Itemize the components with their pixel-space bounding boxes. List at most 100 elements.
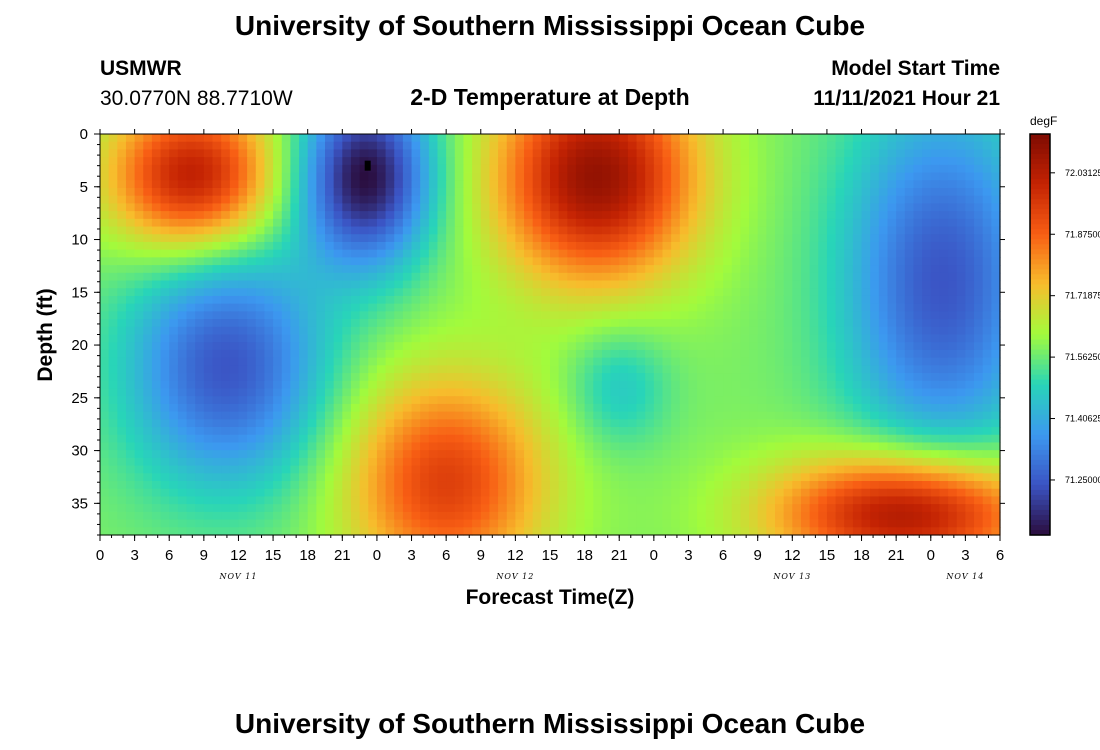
heatmap-cell	[653, 180, 664, 189]
heatmap-cell	[100, 334, 110, 343]
heatmap-cell	[463, 172, 473, 181]
heatmap-cell	[307, 342, 317, 351]
heatmap-cell	[775, 234, 785, 243]
heatmap-cell	[446, 488, 456, 498]
heatmap-cell	[229, 134, 240, 143]
heatmap-cell	[238, 241, 248, 251]
heatmap-cell	[584, 288, 594, 297]
heatmap-cell	[480, 265, 491, 274]
heatmap-cell	[134, 365, 144, 374]
heatmap-cell	[956, 272, 966, 282]
heatmap-cell	[567, 403, 577, 413]
heatmap-cell	[567, 164, 577, 174]
heatmap-cell	[221, 203, 231, 212]
heatmap-cell	[749, 450, 759, 459]
heatmap-cell	[818, 334, 828, 343]
heatmap-cell	[221, 396, 231, 405]
heatmap-cell	[826, 172, 837, 181]
heatmap-cell	[982, 226, 992, 235]
heatmap-cell	[316, 419, 326, 428]
heatmap-cell	[878, 411, 889, 420]
heatmap-cell	[273, 419, 283, 428]
heatmap-cell	[558, 319, 568, 328]
heatmap-cell	[757, 172, 767, 181]
heatmap-cell	[238, 473, 248, 482]
heatmap-cell	[143, 419, 153, 428]
heatmap-cell	[463, 334, 473, 343]
heatmap-cell	[541, 427, 551, 436]
heatmap-cell	[723, 427, 733, 436]
heatmap-cell	[723, 481, 733, 490]
heatmap-cell	[991, 450, 1001, 459]
heatmap-cell	[273, 164, 283, 174]
heatmap-cell	[394, 319, 404, 328]
heatmap-cell	[498, 234, 508, 243]
heatmap-cell	[515, 272, 525, 282]
heatmap-cell	[290, 319, 300, 328]
heatmap-cell	[809, 334, 819, 343]
heatmap-cell	[878, 272, 889, 282]
heatmap-cell	[809, 295, 819, 305]
heatmap-cell	[714, 187, 724, 197]
heatmap-cell	[705, 280, 716, 289]
heatmap-cell	[601, 465, 612, 474]
heatmap-cell	[800, 149, 811, 158]
heatmap-cell	[575, 180, 586, 189]
heatmap-cell	[316, 195, 326, 204]
heatmap-cell	[844, 241, 854, 251]
heatmap-cell	[636, 442, 646, 451]
heatmap-cell	[454, 241, 465, 251]
heatmap-cell	[532, 149, 542, 158]
heatmap-cell	[203, 403, 214, 413]
heatmap-cell	[835, 357, 845, 366]
heatmap-cell	[437, 164, 447, 174]
heatmap-cell	[809, 265, 819, 274]
heatmap-cell	[125, 357, 136, 366]
heatmap-cell	[653, 218, 664, 228]
heatmap-cell	[956, 172, 966, 181]
heatmap-cell	[904, 319, 915, 328]
heatmap-cell	[472, 141, 482, 151]
heatmap-cell	[627, 257, 638, 266]
heatmap-cell	[489, 473, 499, 482]
heatmap-cell	[809, 195, 819, 204]
heatmap-cell	[454, 157, 465, 166]
heatmap-cell	[619, 434, 629, 444]
heatmap-cell	[550, 180, 560, 189]
heatmap-cell	[463, 319, 473, 328]
heatmap-cell	[757, 349, 767, 359]
heatmap-cell	[541, 326, 551, 336]
heatmap-cell	[186, 442, 196, 451]
heatmap-cell	[299, 203, 309, 212]
heatmap-cell	[134, 442, 144, 451]
heatmap-cell	[454, 434, 465, 444]
heatmap-cell	[601, 195, 612, 204]
heatmap-cell	[731, 450, 741, 459]
heatmap-cell	[610, 134, 620, 143]
heatmap-cell	[385, 481, 395, 490]
heatmap-cell	[446, 211, 456, 220]
heatmap-cell	[532, 172, 542, 181]
heatmap-cell	[930, 434, 941, 444]
heatmap-cell	[368, 303, 378, 312]
heatmap-cell	[991, 403, 1001, 413]
heatmap-cell	[177, 180, 188, 189]
heatmap-cell	[463, 203, 473, 212]
heatmap-cell	[160, 311, 170, 320]
heatmap-cell	[402, 403, 413, 413]
heatmap-cell	[965, 311, 975, 320]
heatmap-cell	[575, 141, 586, 151]
heatmap-cell	[870, 342, 880, 351]
heatmap-cell	[783, 218, 793, 228]
heatmap-cell	[887, 288, 897, 297]
heatmap-cell	[186, 211, 196, 220]
heatmap-cell	[697, 403, 707, 413]
heatmap-cell	[930, 303, 941, 312]
heatmap-cell	[757, 134, 767, 143]
heatmap-cell	[186, 357, 196, 366]
heatmap-cell	[818, 234, 828, 243]
heatmap-cell	[826, 488, 837, 498]
heatmap-cell	[662, 187, 672, 197]
heatmap-cell	[956, 203, 966, 212]
heatmap-cell	[524, 334, 534, 343]
